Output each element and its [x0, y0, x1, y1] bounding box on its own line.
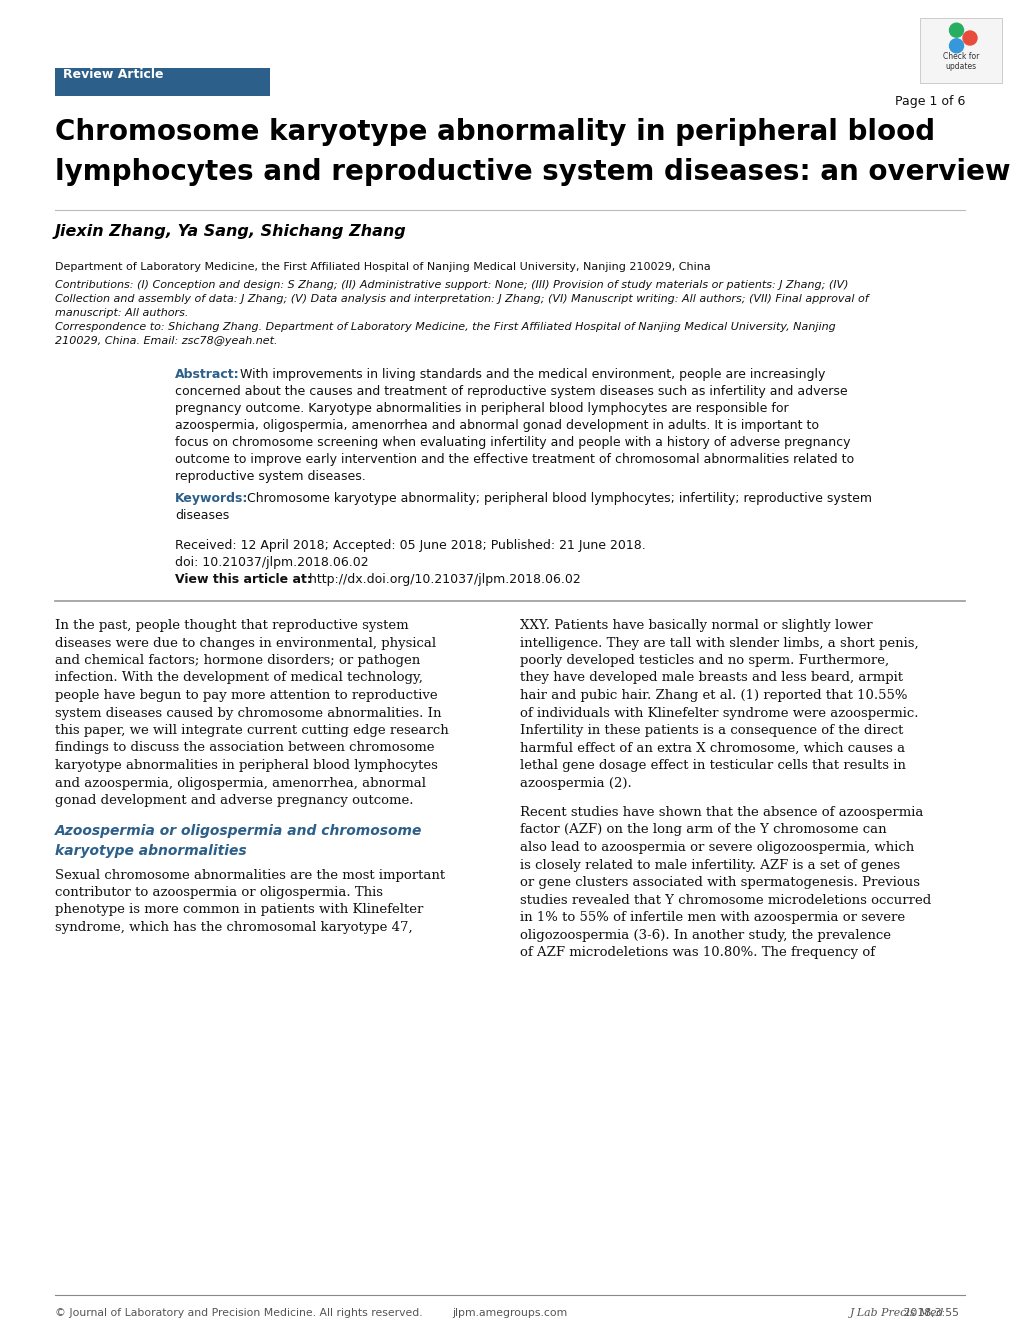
Text: lethal gene dosage effect in testicular cells that results in: lethal gene dosage effect in testicular … — [520, 760, 905, 772]
Text: Chromosome karyotype abnormality; peripheral blood lymphocytes; infertility; rep: Chromosome karyotype abnormality; periph… — [247, 493, 871, 505]
Text: azoospermia, oligospermia, amenorrhea and abnormal gonad development in adults. : azoospermia, oligospermia, amenorrhea an… — [175, 419, 818, 433]
Text: studies revealed that Y chromosome microdeletions occurred: studies revealed that Y chromosome micro… — [520, 893, 930, 906]
Text: Review Article: Review Article — [63, 68, 163, 81]
Text: XXY. Patients have basically normal or slightly lower: XXY. Patients have basically normal or s… — [520, 619, 872, 631]
Text: diseases were due to changes in environmental, physical: diseases were due to changes in environm… — [55, 637, 436, 650]
Text: this paper, we will integrate current cutting edge research: this paper, we will integrate current cu… — [55, 724, 448, 737]
Text: lymphocytes and reproductive system diseases: an overview: lymphocytes and reproductive system dise… — [55, 158, 1010, 186]
Text: jlpm.amegroups.com: jlpm.amegroups.com — [452, 1308, 567, 1318]
Text: J Lab Precis Med: J Lab Precis Med — [849, 1308, 944, 1318]
Text: azoospermia (2).: azoospermia (2). — [520, 777, 631, 789]
Text: Department of Laboratory Medicine, the First Affiliated Hospital of Nanjing Medi: Department of Laboratory Medicine, the F… — [55, 262, 710, 272]
Circle shape — [949, 39, 963, 53]
Text: Correspondence to: Shichang Zhang. Department of Laboratory Medicine, the First : Correspondence to: Shichang Zhang. Depar… — [55, 322, 835, 332]
Text: gonad development and adverse pregnancy outcome.: gonad development and adverse pregnancy … — [55, 794, 413, 806]
Text: manuscript: All authors.: manuscript: All authors. — [55, 308, 189, 318]
Text: is closely related to male infertility. AZF is a set of genes: is closely related to male infertility. … — [520, 858, 899, 872]
Text: © Journal of Laboratory and Precision Medicine. All rights reserved.: © Journal of Laboratory and Precision Me… — [55, 1308, 422, 1318]
Text: http://dx.doi.org/10.21037/jlpm.2018.06.02: http://dx.doi.org/10.21037/jlpm.2018.06.… — [305, 573, 580, 586]
Text: infection. With the development of medical technology,: infection. With the development of medic… — [55, 672, 423, 685]
Text: 2018;3:55: 2018;3:55 — [899, 1308, 958, 1318]
Text: contributor to azoospermia or oligospermia. This: contributor to azoospermia or oligosperm… — [55, 886, 382, 898]
Text: Page 1 of 6: Page 1 of 6 — [894, 95, 964, 108]
Text: intelligence. They are tall with slender limbs, a short penis,: intelligence. They are tall with slender… — [520, 637, 918, 650]
FancyBboxPatch shape — [919, 17, 1001, 83]
Text: poorly developed testicles and no sperm. Furthermore,: poorly developed testicles and no sperm.… — [520, 654, 889, 668]
Text: diseases: diseases — [175, 509, 229, 522]
FancyBboxPatch shape — [55, 68, 270, 96]
Text: system diseases caused by chromosome abnormalities. In: system diseases caused by chromosome abn… — [55, 706, 441, 720]
Text: concerned about the causes and treatment of reproductive system diseases such as: concerned about the causes and treatment… — [175, 384, 847, 398]
Text: In the past, people thought that reproductive system: In the past, people thought that reprodu… — [55, 619, 409, 631]
Text: Check for
updates: Check for updates — [942, 52, 978, 71]
Text: findings to discuss the association between chromosome: findings to discuss the association betw… — [55, 741, 434, 754]
Text: Abstract:: Abstract: — [175, 368, 239, 380]
Text: doi: 10.21037/jlpm.2018.06.02: doi: 10.21037/jlpm.2018.06.02 — [175, 555, 368, 569]
Text: View this article at:: View this article at: — [175, 573, 312, 586]
Text: phenotype is more common in patients with Klinefelter: phenotype is more common in patients wit… — [55, 904, 423, 917]
Text: Sexual chromosome abnormalities are the most important: Sexual chromosome abnormalities are the … — [55, 869, 444, 881]
Text: 210029, China. Email: zsc78@yeah.net.: 210029, China. Email: zsc78@yeah.net. — [55, 336, 277, 346]
Text: Keywords:: Keywords: — [175, 493, 249, 505]
Text: Contributions: (I) Conception and design: S Zhang; (II) Administrative support: : Contributions: (I) Conception and design… — [55, 280, 848, 290]
Circle shape — [949, 23, 963, 37]
Text: Jiexin Zhang, Ya Sang, Shichang Zhang: Jiexin Zhang, Ya Sang, Shichang Zhang — [55, 224, 407, 239]
Text: focus on chromosome screening when evaluating infertility and people with a hist: focus on chromosome screening when evalu… — [175, 437, 850, 449]
Text: of AZF microdeletions was 10.80%. The frequency of: of AZF microdeletions was 10.80%. The fr… — [520, 947, 874, 959]
Text: they have developed male breasts and less beard, armpit: they have developed male breasts and les… — [520, 672, 902, 685]
Text: oligozoospermia (3-6). In another study, the prevalence: oligozoospermia (3-6). In another study,… — [520, 929, 891, 941]
Text: and azoospermia, oligospermia, amenorrhea, abnormal: and azoospermia, oligospermia, amenorrhe… — [55, 777, 426, 789]
Text: also lead to azoospermia or severe oligozoospermia, which: also lead to azoospermia or severe oligo… — [520, 841, 913, 854]
Text: syndrome, which has the chromosomal karyotype 47,: syndrome, which has the chromosomal kary… — [55, 921, 413, 934]
Text: Azoospermia or oligospermia and chromosome: Azoospermia or oligospermia and chromoso… — [55, 824, 422, 837]
Circle shape — [962, 31, 976, 45]
Text: Recent studies have shown that the absence of azoospermia: Recent studies have shown that the absen… — [520, 806, 922, 818]
Text: Infertility in these patients is a consequence of the direct: Infertility in these patients is a conse… — [520, 724, 903, 737]
Text: Received: 12 April 2018; Accepted: 05 June 2018; Published: 21 June 2018.: Received: 12 April 2018; Accepted: 05 Ju… — [175, 539, 645, 551]
Text: or gene clusters associated with spermatogenesis. Previous: or gene clusters associated with spermat… — [520, 876, 919, 889]
Text: of individuals with Klinefelter syndrome were azoospermic.: of individuals with Klinefelter syndrome… — [520, 706, 917, 720]
Text: in 1% to 55% of infertile men with azoospermia or severe: in 1% to 55% of infertile men with azoos… — [520, 910, 904, 924]
Text: Collection and assembly of data: J Zhang; (V) Data analysis and interpretation: : Collection and assembly of data: J Zhang… — [55, 294, 868, 304]
Text: harmful effect of an extra X chromosome, which causes a: harmful effect of an extra X chromosome,… — [520, 741, 904, 754]
Text: pregnancy outcome. Karyotype abnormalities in peripheral blood lymphocytes are r: pregnancy outcome. Karyotype abnormaliti… — [175, 402, 788, 415]
Text: karyotype abnormalities in peripheral blood lymphocytes: karyotype abnormalities in peripheral bl… — [55, 760, 437, 772]
Text: With improvements in living standards and the medical environment, people are in: With improvements in living standards an… — [239, 368, 824, 380]
Text: factor (AZF) on the long arm of the Y chromosome can: factor (AZF) on the long arm of the Y ch… — [520, 824, 886, 837]
Text: hair and pubic hair. Zhang et al. (1) reported that 10.55%: hair and pubic hair. Zhang et al. (1) re… — [520, 689, 907, 702]
Text: outcome to improve early intervention and the effective treatment of chromosomal: outcome to improve early intervention an… — [175, 453, 853, 466]
Text: people have begun to pay more attention to reproductive: people have begun to pay more attention … — [55, 689, 437, 702]
Text: Chromosome karyotype abnormality in peripheral blood: Chromosome karyotype abnormality in peri… — [55, 117, 934, 146]
Text: reproductive system diseases.: reproductive system diseases. — [175, 470, 366, 483]
Text: and chemical factors; hormone disorders; or pathogen: and chemical factors; hormone disorders;… — [55, 654, 420, 668]
Text: karyotype abnormalities: karyotype abnormalities — [55, 844, 247, 857]
